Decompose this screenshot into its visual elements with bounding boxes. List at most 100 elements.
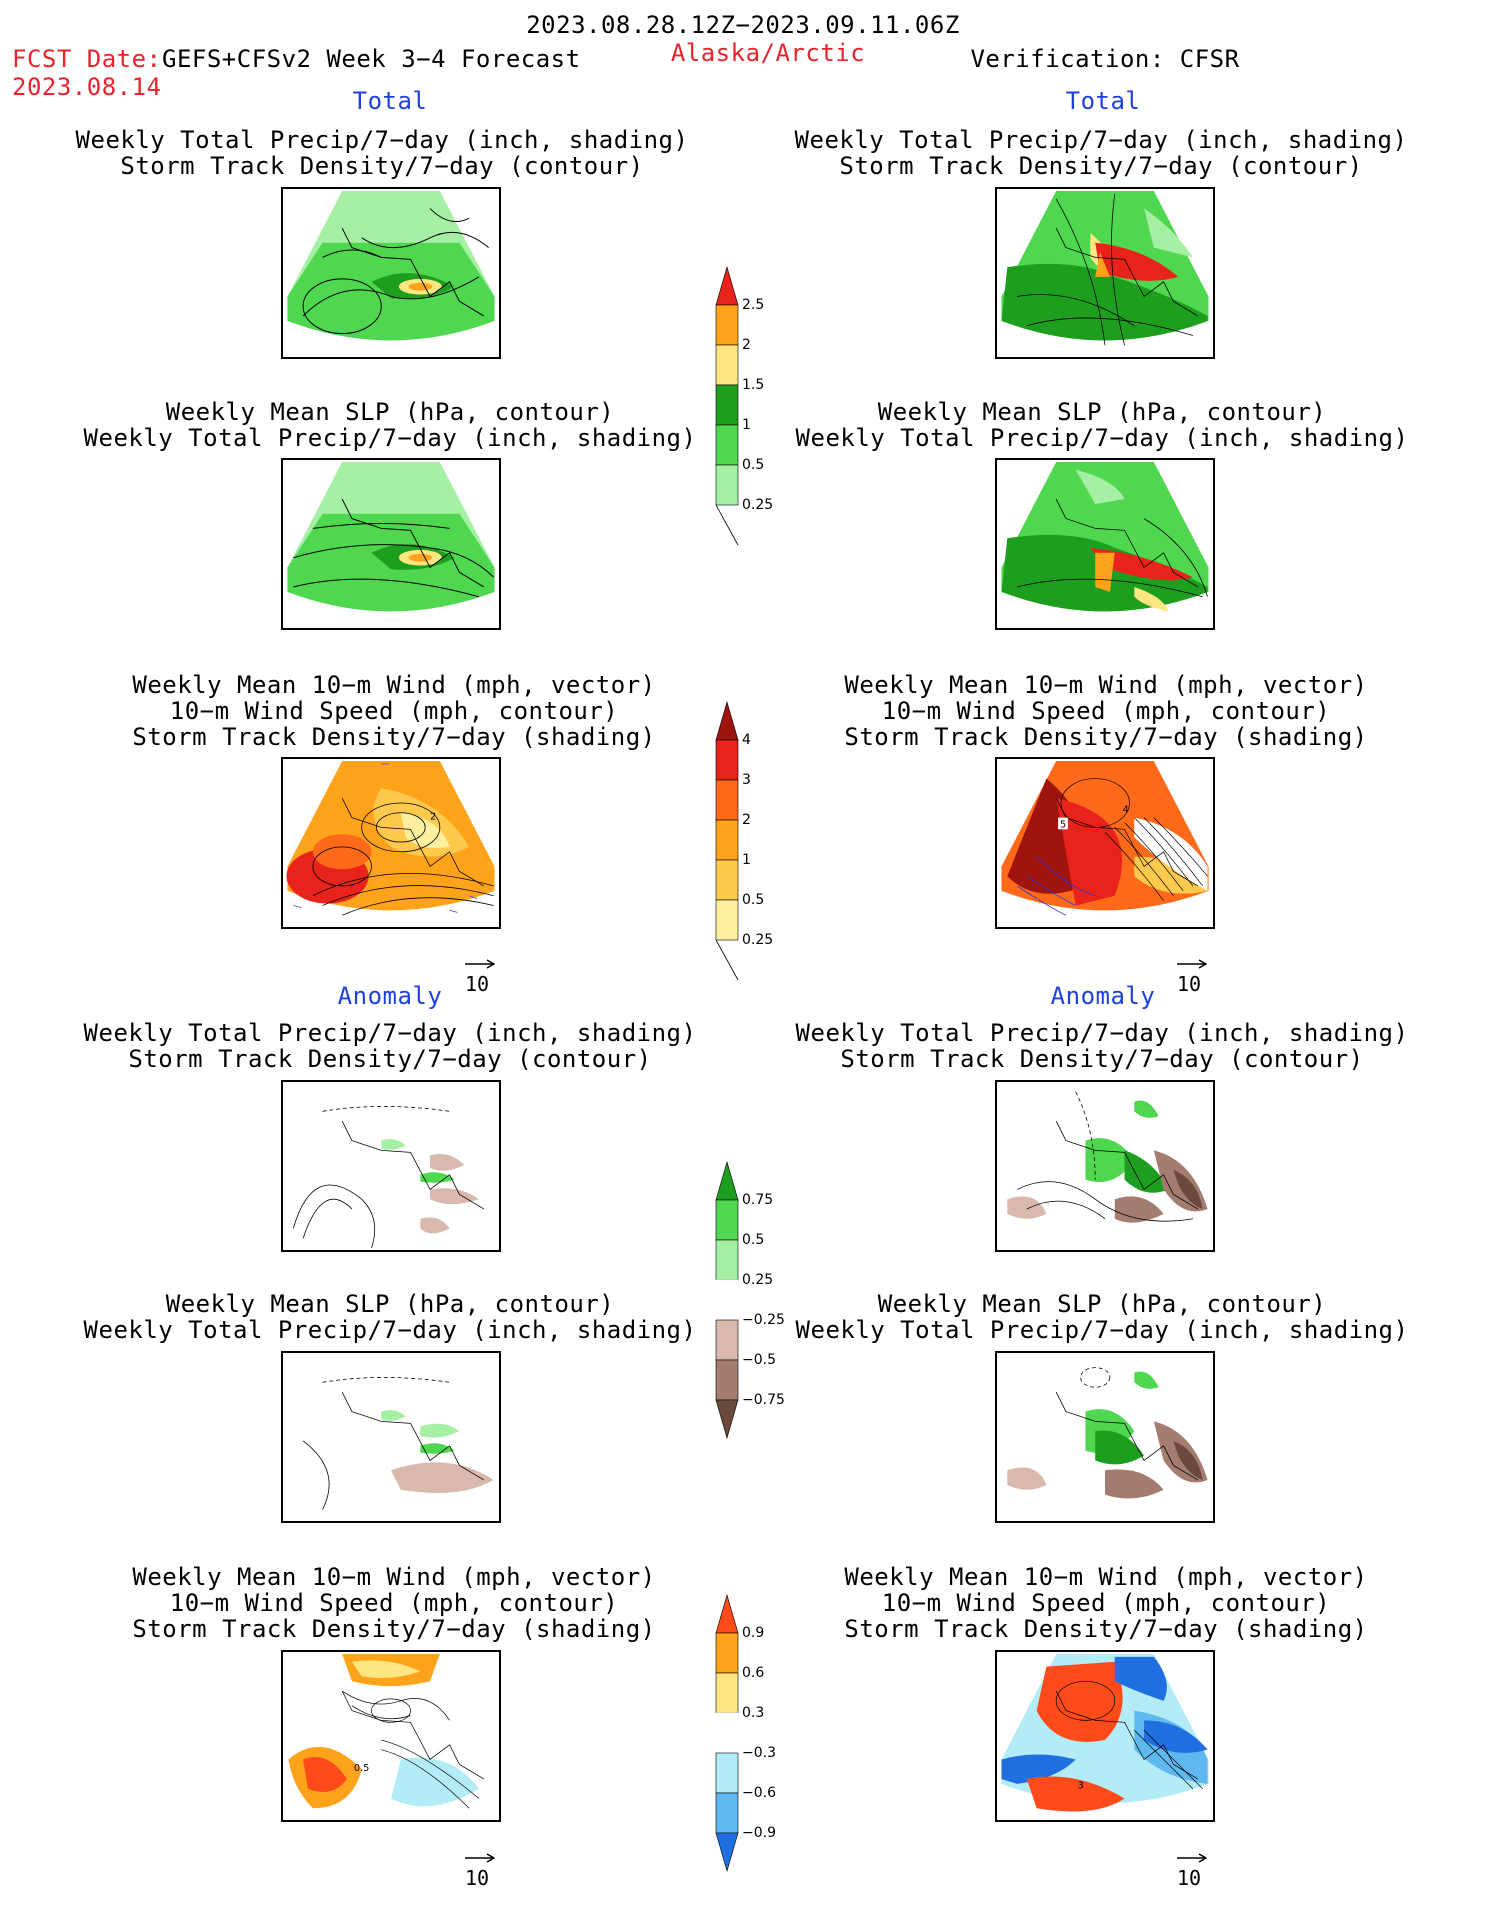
title-line: Weekly Mean 10−m Wind (mph, vector): [132, 1563, 656, 1591]
period-title: 2023.08.28.12Z−2023.09.11.06Z: [526, 11, 960, 39]
section-total-left: Total: [352, 87, 428, 115]
panel-title: Weekly Mean SLP (hPa, contour) Weekly To…: [84, 1291, 697, 1343]
panel-title: Weekly Mean SLP (hPa, contour) Weekly To…: [796, 399, 1409, 451]
vector-reference-value: 10: [465, 1866, 490, 1890]
title-line: Storm Track Density/7−day (shading): [132, 723, 656, 751]
contour-label: 4: [1123, 805, 1129, 816]
panel-title: Weekly Mean SLP (hPa, contour) Weekly To…: [796, 1291, 1409, 1343]
map-panel-anom-wind-forecast: 0.5: [281, 1650, 501, 1822]
map-panel-total-precip-verification: [995, 187, 1215, 359]
contour-label: 0.5: [354, 1763, 370, 1774]
title-line: Weekly Total Precip/7−day (inch, shading…: [75, 126, 689, 154]
colorbar-precip-anomaly-bar: [715, 1160, 739, 1440]
arrow-right-icon: [1177, 959, 1208, 969]
panel-title: Weekly Total Precip/7−day (inch, shading…: [76, 127, 689, 179]
colorbar-label: −0.5: [742, 1352, 776, 1368]
title-line: Weekly Mean 10−m Wind (mph, vector): [844, 671, 1368, 699]
vector-reference-value: 10: [1177, 1866, 1202, 1890]
vector-reference: 10: [465, 1846, 496, 1890]
vector-reference-value: 10: [1177, 972, 1202, 996]
title-line: Weekly Total Precip/7−day (inch, shading…: [795, 424, 1409, 452]
vector-reference: 10: [465, 952, 496, 996]
arrow-right-icon: [1177, 1853, 1208, 1863]
title-line: Storm Track Density/7−day (contour): [839, 152, 1363, 180]
colorbar-track-total-bar: [715, 700, 739, 981]
title-line: Storm Track Density/7−day (shading): [132, 1615, 656, 1643]
title-line: Weekly Total Precip/7−day (inch, shading…: [795, 1316, 1409, 1344]
colorbar-label: −0.6: [742, 1785, 776, 1801]
title-line: Weekly Total Precip/7−day (inch, shading…: [795, 1019, 1409, 1047]
panel-title: Weekly Mean 10−m Wind (mph, vector) 10−m…: [844, 1564, 1367, 1642]
panel-title: Weekly Mean 10−m Wind (mph, vector) 10−m…: [844, 672, 1367, 750]
title-line: Weekly Total Precip/7−day (inch, shading…: [83, 1019, 697, 1047]
fcst-date-label: FCST Date:: [12, 45, 162, 73]
colorbar-label: −0.75: [742, 1392, 785, 1408]
panel-title: Weekly Mean 10−m Wind (mph, vector) 10−m…: [132, 672, 655, 750]
colorbar-label: 0.25: [742, 1272, 774, 1288]
title-line: Storm Track Density/7−day (shading): [844, 723, 1368, 751]
colorbar-label: −0.25: [742, 1312, 785, 1328]
colorbar-label: 0.75: [742, 1192, 774, 1208]
arrow-right-icon: [465, 1853, 496, 1863]
map-panel-total-precip-forecast: [281, 187, 501, 359]
panel-title: Weekly Total Precip/7−day (inch, shading…: [796, 1020, 1409, 1072]
title-line: Weekly Mean SLP (hPa, contour): [877, 398, 1327, 426]
title-line: Weekly Total Precip/7−day (inch, shading…: [83, 424, 697, 452]
fcst-date: 2023.08.14: [12, 73, 162, 101]
map-panel-wind-track-forecast: 2: [281, 757, 501, 929]
vector-reference-value: 10: [465, 972, 490, 996]
colorbar-label: 2: [742, 812, 751, 828]
colorbar-label: 0.6: [742, 1665, 765, 1681]
colorbar-label: 0.9: [742, 1625, 765, 1641]
colorbar-precip-anomaly: 0.75 0.5 0.25 −0.25 −0.5 −0.75: [715, 1160, 785, 1454]
title-line: Weekly Mean 10−m Wind (mph, vector): [132, 671, 656, 699]
title-line: 10−m Wind Speed (mph, contour): [881, 1589, 1331, 1617]
map-panel-anom-precip-forecast: [281, 1080, 501, 1252]
title-line: Weekly Mean SLP (hPa, contour): [877, 1290, 1327, 1318]
colorbar-label: 1.5: [742, 377, 765, 393]
title-line: Weekly Mean 10−m Wind (mph, vector): [844, 1563, 1368, 1591]
colorbar-label: −0.9: [742, 1825, 776, 1841]
title-line: 10−m Wind Speed (mph, contour): [881, 697, 1331, 725]
contour-label: 5: [1060, 819, 1066, 830]
model-title: GEFS+CFSv2 Week 3−4 Forecast: [162, 45, 581, 73]
colorbar-label: 0.25: [742, 497, 774, 513]
map-panel-anom-precip-verification: [995, 1080, 1215, 1252]
colorbar-label: 2: [742, 337, 751, 353]
panel-title: Weekly Total Precip/7−day (inch, shading…: [795, 127, 1408, 179]
colorbar-track-anomaly-bar: [715, 1593, 739, 1873]
section-anomaly-left: Anomaly: [337, 982, 443, 1010]
map-panel-slp-precip-verification: [995, 458, 1215, 630]
map-panel-anom-slp-verification: [995, 1351, 1215, 1523]
title-line: Weekly Mean SLP (hPa, contour): [165, 1290, 615, 1318]
map-panel-anom-wind-verification: 3: [995, 1650, 1215, 1822]
vector-reference: 10: [1177, 1846, 1208, 1890]
colorbar-label: 1: [742, 852, 751, 868]
verification-label: Verification: CFSR: [970, 45, 1240, 73]
colorbar-label: 4: [742, 732, 751, 748]
panel-title: Weekly Total Precip/7−day (inch, shading…: [84, 1020, 697, 1072]
panel-title: Weekly Mean SLP (hPa, contour) Weekly To…: [84, 399, 697, 451]
colorbar-label: 2.5: [742, 297, 765, 313]
contour-label: 2: [430, 812, 436, 823]
title-line: Storm Track Density/7−day (contour): [840, 1045, 1364, 1073]
title-line: Weekly Mean SLP (hPa, contour): [165, 398, 615, 426]
colorbar-label: 0.3: [742, 1705, 765, 1721]
colorbar-precip-total: 2.5 2 1.5 1 0.5 0.25: [715, 265, 773, 559]
title-line: Storm Track Density/7−day (contour): [128, 1045, 652, 1073]
section-anomaly-right: Anomaly: [1050, 982, 1156, 1010]
colorbar-precip-total-bar: [715, 265, 739, 546]
title-line: Storm Track Density/7−day (contour): [120, 152, 644, 180]
region-title: Alaska/Arctic: [670, 39, 866, 67]
contour-label: 3: [1078, 1781, 1084, 1792]
colorbar-track-anomaly: 0.9 0.6 0.3 −0.3 −0.6 −0.9: [715, 1593, 776, 1887]
vector-reference: 10: [1177, 952, 1208, 996]
colorbar-label: 0.5: [742, 892, 765, 908]
title-line: 10−m Wind Speed (mph, contour): [169, 697, 619, 725]
map-panel-wind-track-verification: 5 4: [995, 757, 1215, 929]
title-line: 10−m Wind Speed (mph, contour): [169, 1589, 619, 1617]
colorbar-label: 0.5: [742, 457, 765, 473]
panel-title: Weekly Mean 10−m Wind (mph, vector) 10−m…: [132, 1564, 655, 1642]
arrow-right-icon: [465, 959, 496, 969]
title-line: Storm Track Density/7−day (shading): [844, 1615, 1368, 1643]
